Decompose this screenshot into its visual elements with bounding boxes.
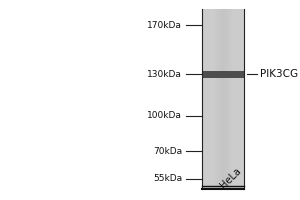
- Bar: [217, 9, 218, 189]
- Bar: [231, 9, 232, 189]
- Bar: [223, 9, 224, 189]
- Bar: [218, 9, 219, 189]
- Bar: [216, 9, 217, 189]
- Bar: [226, 9, 227, 189]
- Bar: [214, 9, 215, 189]
- Bar: [224, 9, 225, 189]
- Bar: [229, 9, 230, 189]
- Text: 100kDa: 100kDa: [147, 111, 182, 120]
- Bar: [216, 9, 217, 189]
- Bar: [215, 9, 216, 189]
- Bar: [226, 9, 227, 189]
- Bar: [218, 9, 219, 189]
- Bar: [219, 9, 220, 189]
- Bar: [224, 9, 225, 189]
- Bar: [222, 9, 223, 189]
- Text: HeLa: HeLa: [218, 166, 243, 191]
- Bar: [230, 9, 231, 189]
- Bar: [228, 9, 229, 189]
- Bar: [229, 9, 230, 189]
- Bar: [221, 9, 222, 189]
- Bar: [202, 9, 244, 189]
- Bar: [220, 9, 221, 189]
- Text: 130kDa: 130kDa: [147, 70, 182, 79]
- Bar: [222, 9, 223, 189]
- Bar: [217, 9, 218, 189]
- Bar: [228, 9, 229, 189]
- Bar: [225, 9, 226, 189]
- Bar: [220, 9, 221, 189]
- Bar: [225, 9, 226, 189]
- Bar: [230, 9, 231, 189]
- Bar: [231, 9, 232, 189]
- Text: 70kDa: 70kDa: [153, 147, 182, 156]
- Bar: [227, 9, 228, 189]
- Bar: [223, 9, 224, 189]
- Bar: [215, 9, 216, 189]
- Bar: [219, 9, 220, 189]
- Bar: [218, 9, 219, 189]
- Bar: [223, 9, 224, 189]
- Bar: [227, 9, 228, 189]
- Text: PIK3CG: PIK3CG: [260, 69, 298, 79]
- Bar: [217, 9, 218, 189]
- Bar: [226, 9, 227, 189]
- Bar: [202, 71, 244, 78]
- Bar: [222, 9, 223, 189]
- Bar: [230, 9, 231, 189]
- Text: 55kDa: 55kDa: [153, 174, 182, 183]
- Text: 170kDa: 170kDa: [147, 21, 182, 30]
- Bar: [227, 9, 228, 189]
- Bar: [221, 9, 222, 189]
- Bar: [221, 9, 222, 189]
